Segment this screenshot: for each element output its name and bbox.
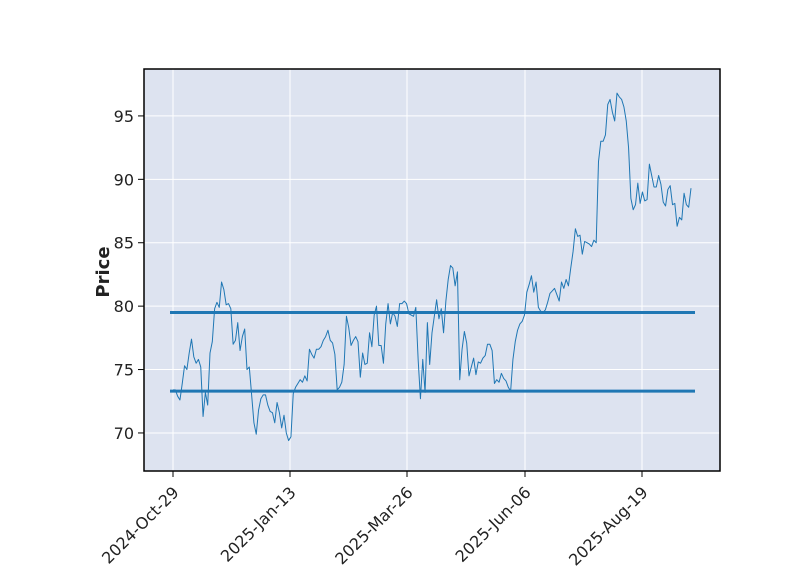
- y-tick-label: 85: [114, 234, 134, 253]
- plot-background: [144, 69, 720, 471]
- y-tick-label: 90: [114, 170, 134, 189]
- y-axis: 70 75 80 85 90 95: [114, 107, 144, 443]
- x-tick-label: 2025-Aug-19: [565, 483, 652, 570]
- y-tick-label: 95: [114, 107, 134, 126]
- x-tick-label: 2025-Jun-06: [452, 483, 535, 566]
- y-tick-label: 70: [114, 424, 134, 443]
- y-tick-label: 75: [114, 361, 134, 380]
- y-tick-label: 80: [114, 297, 134, 316]
- plot-area: [143, 68, 721, 472]
- x-tick-label: 2024-Oct-29: [98, 483, 183, 568]
- x-tick-label: 2025-Jan-13: [217, 483, 300, 566]
- plot-frame: [143, 68, 721, 472]
- price-series-line: [173, 92, 692, 442]
- x-axis: 2024-Oct-29 2025-Jan-13 2025-Mar-26 2025-Ju…: [98, 471, 652, 570]
- x-tick-label: 2025-Mar-26: [331, 483, 416, 568]
- y-axis-title: Price: [93, 246, 114, 297]
